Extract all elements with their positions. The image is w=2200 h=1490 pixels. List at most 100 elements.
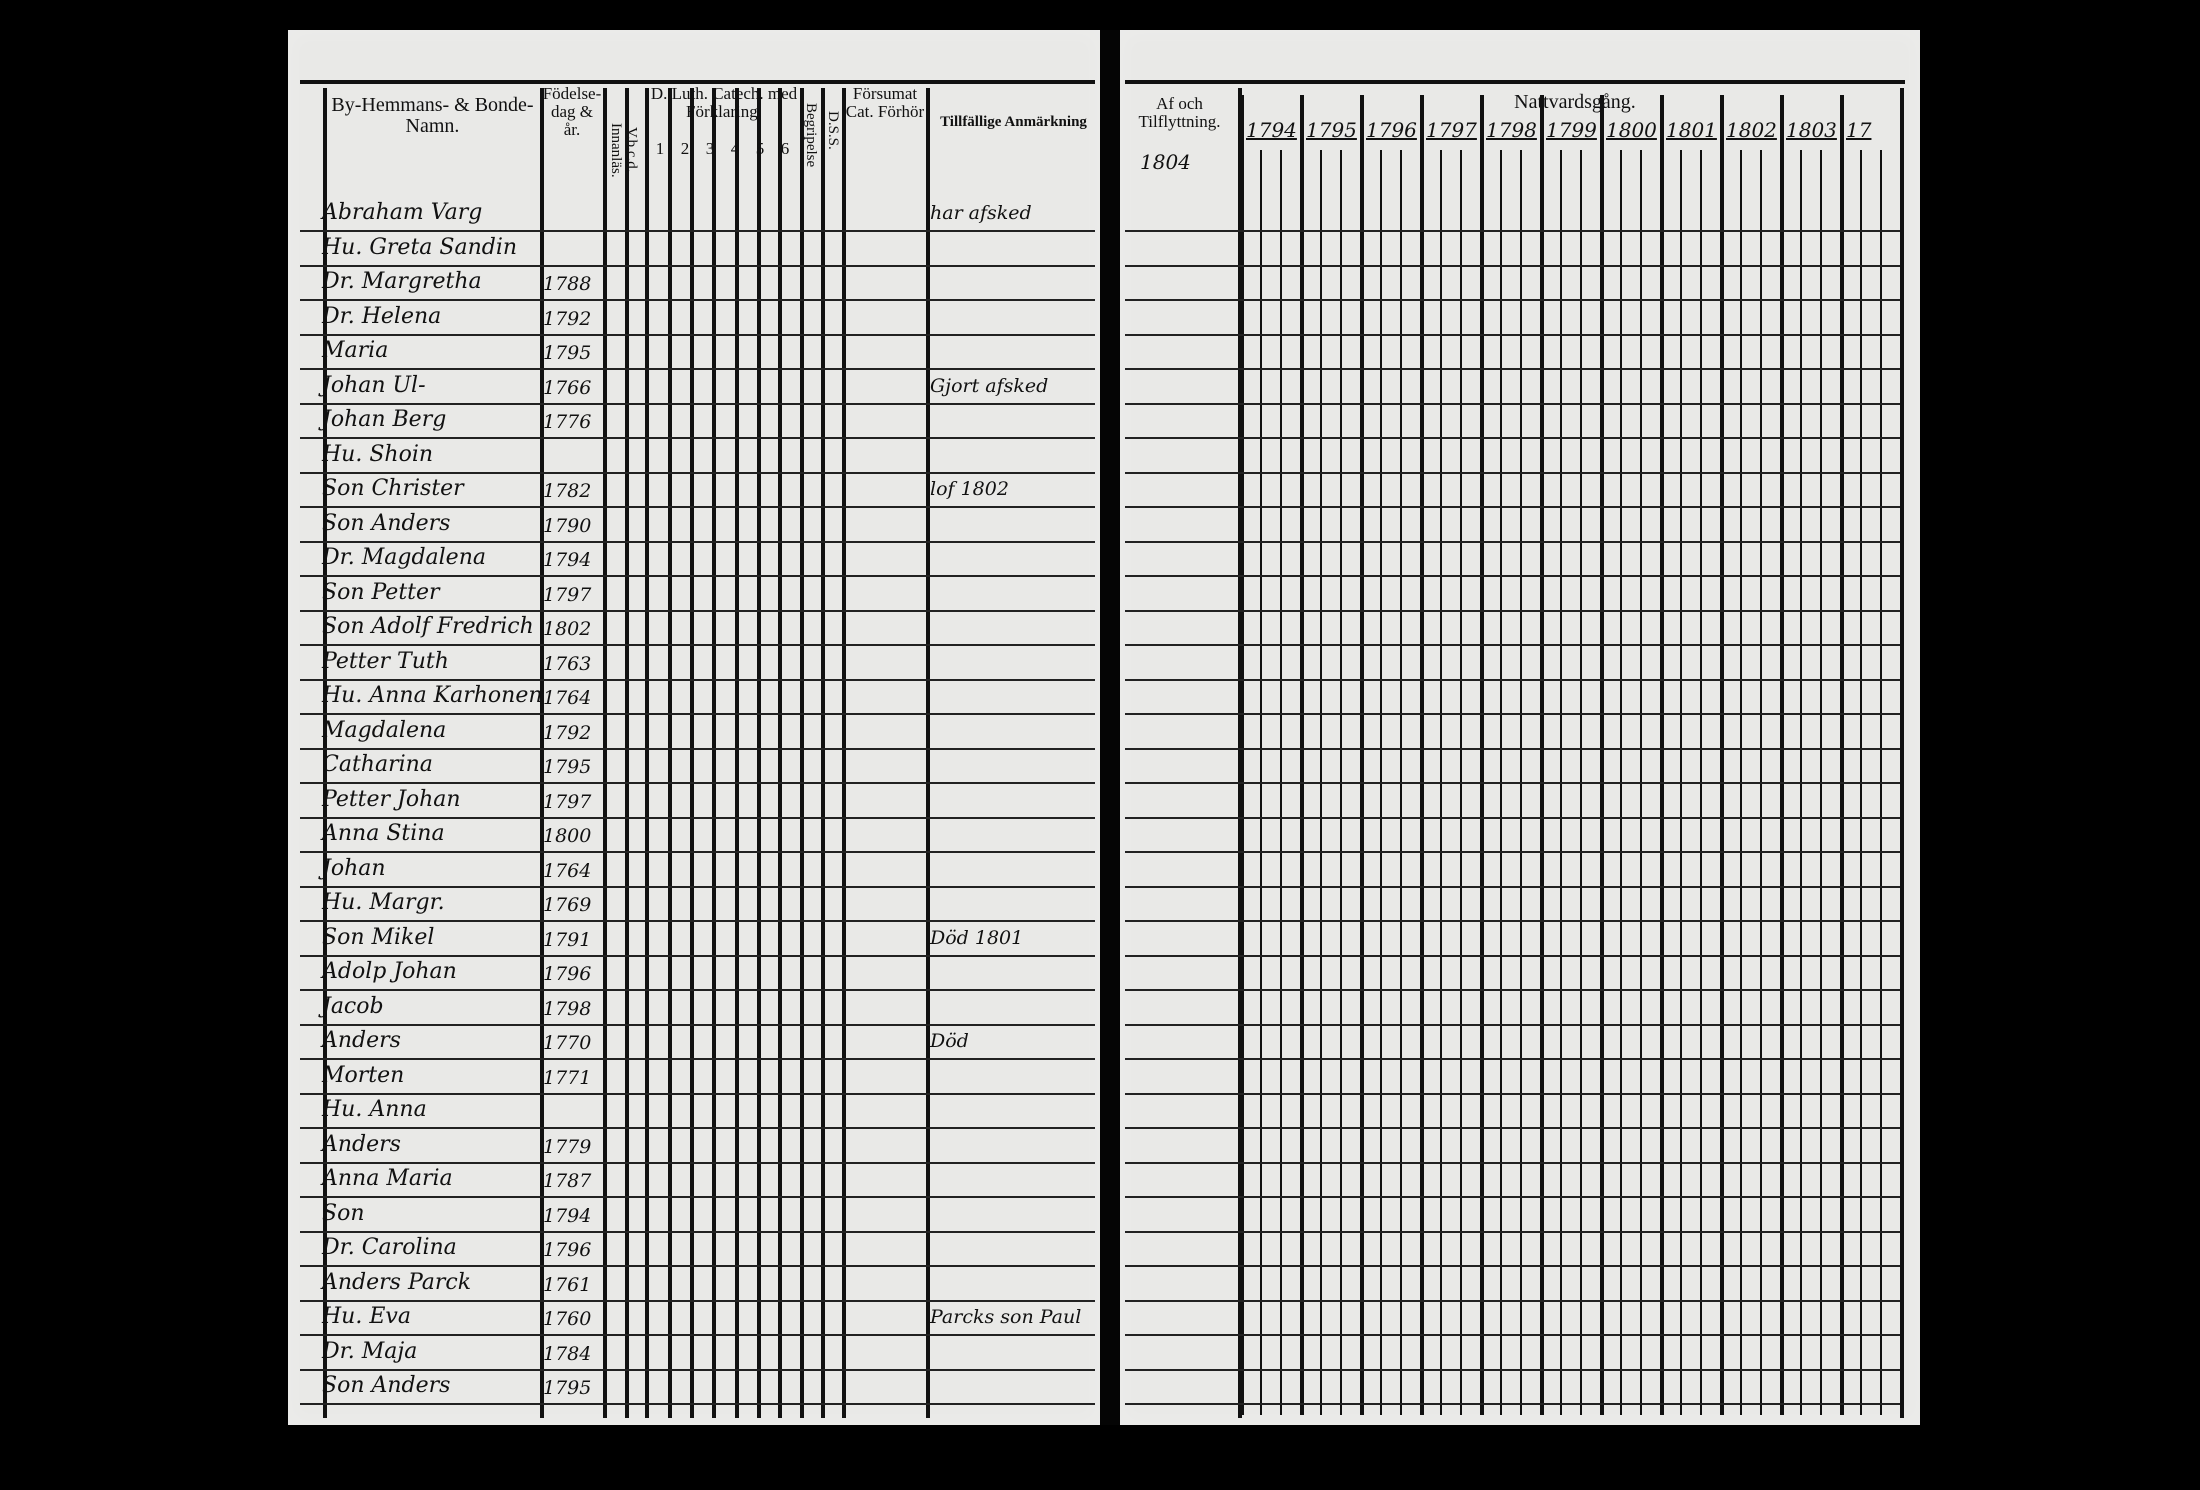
- register-entry-birth-year: 1795: [543, 1377, 592, 1399]
- row-rule: [300, 402, 1095, 405]
- column-rule: [842, 88, 846, 1418]
- row-rule: [1125, 1265, 1900, 1267]
- communion-year-1797: 1797: [1426, 118, 1477, 142]
- row-rule: [1125, 1092, 1900, 1095]
- row-rule: [1125, 1368, 1900, 1371]
- communion-year-1795: 1795: [1306, 118, 1357, 142]
- communion-year-17: 17: [1846, 118, 1872, 142]
- row-rule: [300, 1230, 1095, 1233]
- register-entry-birth-year: 1763: [543, 652, 592, 675]
- header-moving: Af och Tilflyttning.: [1138, 94, 1221, 131]
- register-entry-birth-year: 1800: [543, 825, 592, 847]
- column-rule: [1420, 95, 1424, 1415]
- register-entry-birth-year: 1764: [543, 687, 592, 709]
- header-dss: D.S.S.: [824, 110, 841, 150]
- register-entry-birth-year: 1771: [543, 1066, 592, 1089]
- register-entry-birth-year: 1797: [543, 583, 592, 606]
- communion-year-1796: 1796: [1366, 118, 1417, 142]
- header-names: By-Hemmans- & Bonde-Namn.: [331, 94, 534, 137]
- row-rule: [300, 1023, 1095, 1026]
- column-rule: [625, 88, 629, 1418]
- row-rule: [300, 713, 1095, 715]
- column-rule: [1360, 95, 1364, 1415]
- row-rule: [1125, 402, 1900, 405]
- header-communion: Nattvardsgång.: [1514, 91, 1636, 113]
- register-entry-remark: Gjort afsked: [930, 374, 1049, 397]
- column-rule: [800, 88, 804, 1418]
- register-entry-remark: lof 1802: [930, 478, 1009, 500]
- register-entry-name: Son Petter: [322, 579, 440, 605]
- communion-year-1799: 1799: [1546, 118, 1597, 142]
- register-entry-birth-year: 1802: [543, 618, 592, 640]
- row-rule: [300, 230, 1095, 232]
- register-entry-birth-year: 1788: [543, 273, 592, 295]
- row-rule: [1125, 1127, 1900, 1129]
- row-rule: [1125, 989, 1900, 991]
- row-rule: [300, 1092, 1095, 1095]
- register-entry-name: Johan Ul-: [322, 372, 426, 398]
- row-rule: [1125, 368, 1900, 370]
- row-rule: [1125, 920, 1900, 922]
- catechism-col-6: 6: [780, 139, 790, 158]
- row-rule: [1125, 1230, 1900, 1233]
- register-entry-name: Maria: [322, 338, 389, 363]
- register-entry-birth-year: 1795: [543, 342, 592, 364]
- register-entry-birth-year: 1795: [543, 756, 592, 778]
- register-entry-birth-year: 1770: [543, 1032, 592, 1054]
- register-entry-name: Anders Parck: [322, 1269, 472, 1295]
- row-rule: [1125, 678, 1900, 681]
- left-register-page: [288, 30, 1100, 1425]
- column-rule: [1660, 95, 1664, 1415]
- row-rule: [300, 540, 1095, 543]
- row-rule: [300, 299, 1095, 301]
- register-entry-name: Son Christer: [322, 476, 464, 501]
- register-entry-remark: Död: [930, 1030, 969, 1052]
- register-entry-remark: Parcks son Paul: [930, 1306, 1082, 1328]
- row-rule: [1125, 1299, 1900, 1302]
- row-rule: [1125, 747, 1900, 750]
- register-entry-name: Magdalena: [322, 717, 447, 743]
- communion-year-1803: 1803: [1786, 118, 1837, 142]
- register-entry-birth-year: 1766: [543, 376, 592, 399]
- row-rule: [1125, 230, 1900, 232]
- catechism-col-1: 1: [655, 139, 665, 158]
- register-entry-name: Dr. Margretha: [322, 269, 482, 294]
- register-entry-remark: har afsked: [930, 202, 1032, 224]
- register-entry-birth-year: 1764: [543, 859, 592, 882]
- register-entry-name: Son Anders: [322, 510, 451, 536]
- register-entry-name: Anna Maria: [322, 1166, 453, 1191]
- register-entry-name: Petter Tuth: [322, 648, 449, 674]
- row-rule: [300, 644, 1095, 646]
- register-entry-name: Jacob: [322, 993, 384, 1019]
- communion-year-1800: 1800: [1606, 118, 1657, 142]
- catechism-col-4: 4: [730, 139, 740, 158]
- column-rule: [603, 88, 607, 1418]
- column-rule: [735, 88, 739, 1418]
- register-entry-birth-year: 1796: [543, 1239, 592, 1261]
- column-rule: [778, 88, 782, 1418]
- catechism-col-3: 3: [705, 139, 715, 158]
- row-rule: [1125, 1403, 1900, 1405]
- register-entry-name: Abraham Varg: [322, 200, 483, 225]
- row-rule: [1125, 540, 1900, 543]
- column-rule: [1840, 95, 1844, 1415]
- row-rule: [300, 1196, 1095, 1198]
- register-entry-birth-year: 1791: [543, 928, 592, 951]
- register-entry-name: Catharina: [322, 752, 433, 777]
- row-rule: [1125, 1023, 1900, 1026]
- row-rule: [300, 885, 1095, 888]
- register-entry-birth-year: 1787: [543, 1170, 592, 1192]
- communion-year-1794: 1794: [1246, 118, 1297, 142]
- row-rule: [300, 1265, 1095, 1267]
- register-entry-birth-year: 1782: [543, 480, 592, 502]
- register-entry-name: Hu. Eva: [322, 1304, 411, 1329]
- column-rule: [1480, 95, 1484, 1415]
- register-entry-name: Son Adolf Fredrich: [322, 614, 534, 639]
- row-rule: [300, 471, 1095, 474]
- column-rule: [690, 88, 694, 1418]
- register-entry-name: Anders: [322, 1131, 401, 1157]
- register-entry-birth-year: 1797: [543, 790, 592, 813]
- register-entry-birth-year: 1794: [543, 1204, 592, 1227]
- row-rule: [300, 851, 1095, 853]
- register-entry-birth-year: 1792: [543, 721, 592, 744]
